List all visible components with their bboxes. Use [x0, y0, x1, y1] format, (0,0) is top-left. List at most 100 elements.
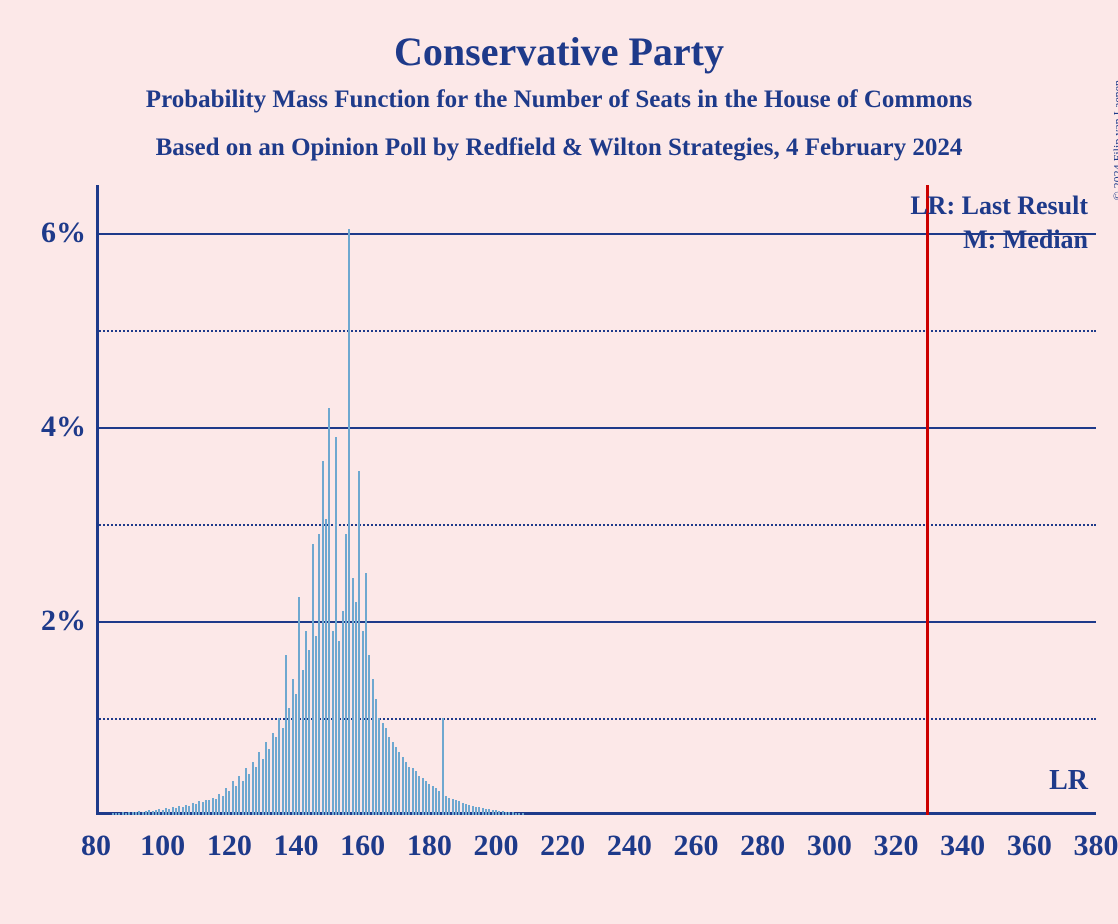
pmf-bar	[188, 806, 190, 815]
pmf-bar	[402, 757, 404, 815]
pmf-bar	[455, 800, 457, 815]
x-tick-label: 320	[874, 829, 919, 863]
pmf-bar	[315, 636, 317, 815]
pmf-bar	[178, 806, 180, 815]
pmf-bar	[305, 631, 307, 815]
pmf-bar	[198, 801, 200, 815]
pmf-bar	[348, 229, 350, 815]
chart-plot-area: 2%4%6%8010012014016018020022024026028030…	[96, 185, 1096, 815]
pmf-bar	[242, 781, 244, 815]
x-tick-label: 300	[807, 829, 852, 863]
pmf-bar	[248, 774, 250, 815]
pmf-bar	[518, 813, 520, 815]
pmf-bar	[148, 810, 150, 815]
y-tick-label: 4%	[41, 410, 86, 444]
pmf-bar	[218, 794, 220, 815]
pmf-bar	[398, 752, 400, 815]
pmf-bar	[495, 810, 497, 815]
pmf-bar	[265, 742, 267, 815]
pmf-bar	[258, 752, 260, 815]
pmf-bar	[335, 437, 337, 815]
pmf-bar	[175, 808, 177, 815]
chart-subtitle-1: Probability Mass Function for the Number…	[0, 86, 1118, 114]
pmf-bar	[332, 631, 334, 815]
pmf-bar	[282, 728, 284, 815]
y-tick-label: 6%	[41, 216, 86, 250]
pmf-bar	[505, 812, 507, 815]
pmf-bar	[462, 803, 464, 815]
pmf-bar	[152, 811, 154, 815]
pmf-bar	[162, 810, 164, 815]
pmf-bar	[232, 781, 234, 815]
last-result-line	[926, 185, 929, 815]
pmf-bar	[328, 408, 330, 815]
x-tick-label: 260	[674, 829, 719, 863]
x-tick-label: 340	[940, 829, 985, 863]
pmf-bar	[458, 801, 460, 815]
pmf-bar	[498, 811, 500, 815]
x-tick-label: 100	[140, 829, 185, 863]
pmf-bar	[352, 578, 354, 815]
pmf-bar	[422, 778, 424, 815]
x-tick-label: 360	[1007, 829, 1052, 863]
pmf-bar	[142, 812, 144, 815]
copyright-text: © 2024 Filip van Laenen	[1110, 80, 1118, 200]
pmf-bar	[288, 708, 290, 815]
pmf-bar	[418, 776, 420, 815]
x-tick-label: 80	[81, 829, 111, 863]
x-tick-label: 140	[274, 829, 319, 863]
pmf-bar	[345, 534, 347, 815]
pmf-bar	[312, 544, 314, 815]
pmf-bar	[445, 796, 447, 815]
pmf-bar	[228, 791, 230, 815]
x-tick-label: 200	[474, 829, 519, 863]
grid-line-minor	[96, 718, 1096, 720]
pmf-bar	[452, 799, 454, 815]
pmf-bar	[192, 803, 194, 815]
pmf-bar	[112, 813, 114, 815]
legend-median: M: Median	[963, 225, 1088, 255]
lr-marker-label: LR	[1049, 765, 1088, 797]
pmf-bar	[118, 813, 120, 815]
pmf-bar	[472, 806, 474, 815]
pmf-bar	[252, 762, 254, 815]
grid-line-major	[96, 621, 1096, 623]
pmf-bar	[408, 767, 410, 815]
pmf-bar	[512, 812, 514, 815]
pmf-bar	[165, 808, 167, 815]
grid-line-minor	[96, 330, 1096, 332]
pmf-bar	[478, 807, 480, 815]
x-tick-label: 180	[407, 829, 452, 863]
x-tick-label: 120	[207, 829, 252, 863]
pmf-bar	[502, 811, 504, 815]
pmf-bar	[365, 573, 367, 815]
pmf-bar	[208, 800, 210, 815]
pmf-bar	[492, 810, 494, 815]
pmf-bar	[368, 655, 370, 815]
pmf-bar	[302, 670, 304, 815]
pmf-bar	[298, 597, 300, 815]
pmf-bar	[168, 809, 170, 815]
pmf-bar	[428, 784, 430, 815]
pmf-bar	[295, 694, 297, 815]
pmf-bar	[405, 762, 407, 815]
pmf-bar	[342, 611, 344, 815]
pmf-bar	[415, 771, 417, 815]
pmf-bar	[362, 631, 364, 815]
pmf-bar	[275, 737, 277, 815]
pmf-bar	[358, 471, 360, 815]
pmf-bar	[235, 786, 237, 815]
pmf-bar	[515, 813, 517, 815]
pmf-bar	[442, 718, 444, 815]
grid-line-minor	[96, 524, 1096, 526]
x-tick-label: 280	[740, 829, 785, 863]
x-tick-label: 240	[607, 829, 652, 863]
pmf-bar	[285, 655, 287, 815]
pmf-bar	[158, 809, 160, 815]
pmf-bar	[448, 798, 450, 815]
pmf-bar	[155, 810, 157, 815]
pmf-bar	[122, 812, 124, 815]
pmf-bar	[245, 768, 247, 815]
pmf-bar	[278, 718, 280, 815]
pmf-bar	[268, 749, 270, 815]
